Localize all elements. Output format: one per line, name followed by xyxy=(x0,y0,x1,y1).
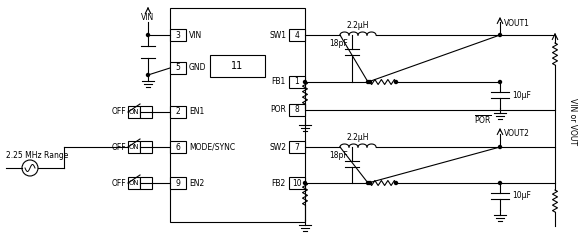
Text: $\mathregular{\overline{POR}}$: $\mathregular{\overline{POR}}$ xyxy=(474,114,492,126)
Text: 7: 7 xyxy=(295,142,300,152)
Text: 2.2μH: 2.2μH xyxy=(347,21,369,30)
Text: MODE/SYNC: MODE/SYNC xyxy=(189,142,235,152)
Text: OFF: OFF xyxy=(111,179,126,187)
Bar xyxy=(289,29,305,41)
Text: 4: 4 xyxy=(295,30,300,40)
Circle shape xyxy=(394,81,397,83)
Text: 18pF: 18pF xyxy=(329,151,348,160)
Bar xyxy=(289,76,305,88)
Text: ON: ON xyxy=(129,180,139,186)
Text: SW2: SW2 xyxy=(269,142,286,152)
Circle shape xyxy=(146,73,150,77)
Text: VOUT1: VOUT1 xyxy=(504,19,530,28)
Text: 10μF: 10μF xyxy=(512,91,531,100)
Bar xyxy=(170,29,186,41)
Text: 9: 9 xyxy=(176,179,180,187)
Bar xyxy=(140,106,152,118)
Text: 2.2μH: 2.2μH xyxy=(347,133,369,142)
Bar xyxy=(128,141,140,153)
Circle shape xyxy=(304,81,307,83)
Text: OFF: OFF xyxy=(111,142,126,152)
Text: 6: 6 xyxy=(176,142,180,152)
Bar xyxy=(289,104,305,116)
Bar xyxy=(140,177,152,189)
Bar xyxy=(289,141,305,153)
Text: FB2: FB2 xyxy=(272,179,286,187)
Text: POR: POR xyxy=(270,105,286,114)
Circle shape xyxy=(498,145,501,149)
Text: OFF: OFF xyxy=(111,108,126,116)
Circle shape xyxy=(498,182,501,184)
Bar xyxy=(170,8,305,222)
Text: 5: 5 xyxy=(176,63,180,72)
Text: 3: 3 xyxy=(176,30,180,40)
Bar xyxy=(140,141,152,153)
Bar xyxy=(210,55,265,77)
Circle shape xyxy=(304,182,307,184)
Circle shape xyxy=(498,33,501,37)
Text: 8: 8 xyxy=(295,105,300,114)
Text: VIN: VIN xyxy=(142,12,154,21)
Text: VIN or VOUT: VIN or VOUT xyxy=(567,99,576,145)
Bar xyxy=(170,62,186,74)
Circle shape xyxy=(498,81,501,83)
Circle shape xyxy=(394,182,397,184)
Text: EN2: EN2 xyxy=(189,179,204,187)
Bar xyxy=(170,177,186,189)
Bar xyxy=(170,106,186,118)
Text: VIN: VIN xyxy=(189,30,202,40)
Text: 18pF: 18pF xyxy=(329,39,348,48)
Bar xyxy=(128,106,140,118)
Text: 1: 1 xyxy=(295,78,300,87)
Circle shape xyxy=(366,81,370,83)
Text: 2.25 MHz Range: 2.25 MHz Range xyxy=(6,151,68,160)
Text: 10: 10 xyxy=(292,179,302,187)
Text: ON: ON xyxy=(129,109,139,115)
Text: SW1: SW1 xyxy=(269,30,286,40)
Text: EN1: EN1 xyxy=(189,108,204,116)
Bar xyxy=(128,177,140,189)
Bar xyxy=(289,177,305,189)
Circle shape xyxy=(146,33,150,37)
Text: 11: 11 xyxy=(231,61,243,71)
Circle shape xyxy=(369,182,371,184)
Text: FB1: FB1 xyxy=(272,78,286,87)
Circle shape xyxy=(366,182,370,184)
Text: VOUT2: VOUT2 xyxy=(504,130,530,139)
Text: GND: GND xyxy=(189,63,207,72)
Circle shape xyxy=(369,81,371,83)
Text: 10μF: 10μF xyxy=(512,192,531,201)
Text: 2: 2 xyxy=(176,108,180,116)
Text: ON: ON xyxy=(129,144,139,150)
Bar xyxy=(170,141,186,153)
